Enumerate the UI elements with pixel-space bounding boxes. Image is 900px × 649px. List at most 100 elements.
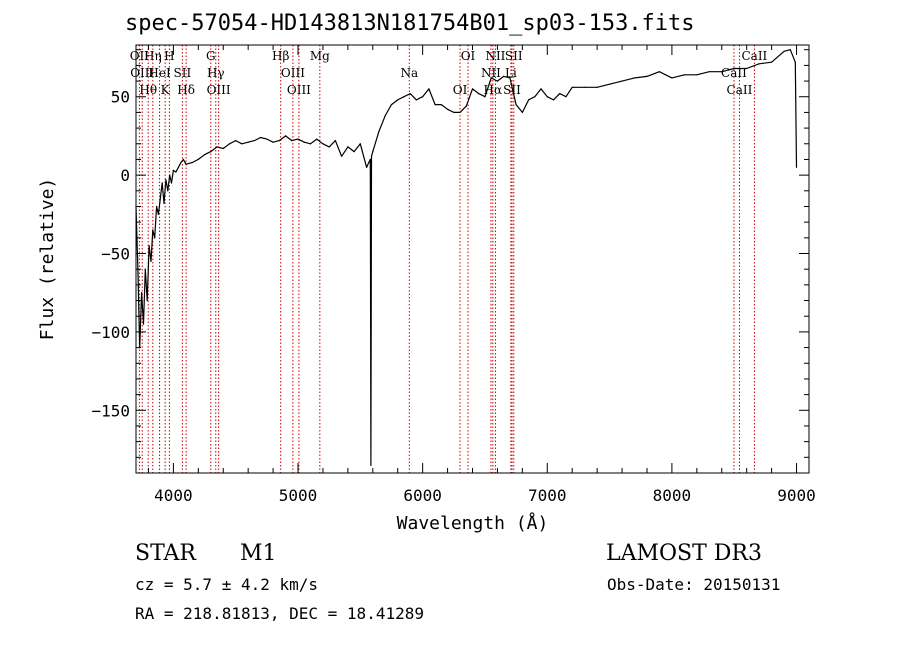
spectrum-point [646, 75, 648, 77]
spectrum-point [370, 464, 372, 466]
x-tick-label: 4000 [154, 486, 193, 505]
y-tick-label: −100 [91, 323, 130, 342]
spectrum-point [235, 140, 237, 142]
spectrum-line [135, 49, 798, 466]
spectrum-series [135, 49, 798, 466]
line-marker-label: Hβ [272, 49, 289, 63]
spectrum-point [347, 146, 349, 148]
spectrum-point [633, 77, 636, 79]
x-tick-label: 9000 [777, 486, 816, 505]
spectrum-point [559, 93, 561, 95]
spectrum-point [465, 105, 467, 107]
spectrum-point [278, 140, 280, 142]
spectrum-point [210, 151, 212, 153]
spectrum-point [552, 99, 555, 101]
spectrum-point [152, 229, 154, 231]
spectrum-point [170, 182, 173, 184]
spectrum-point [746, 67, 748, 70]
line-marker-label: CaII [721, 66, 747, 80]
line-marker-label: OIII [207, 83, 231, 97]
line-marker-label: SII [503, 83, 521, 97]
spectrum-point [428, 88, 430, 90]
spectrum-point [696, 74, 698, 76]
spectrum-point [157, 213, 159, 215]
line-marker-label: Hθ [139, 83, 157, 97]
line-markers [138, 45, 755, 473]
spectrum-point [334, 140, 336, 142]
line-marker-label: OIII [130, 66, 154, 80]
y-tick-label: −50 [101, 245, 130, 264]
spectrum-point [528, 99, 530, 101]
spectrum-point [309, 143, 312, 145]
spectrum-point [453, 111, 455, 113]
spectrum-point [177, 166, 179, 168]
spectrum-point [142, 323, 145, 325]
spectrum-point [571, 86, 573, 88]
line-marker-label: Hγ [207, 66, 225, 80]
spectrum-point [534, 96, 536, 98]
spectrum-point [584, 86, 586, 88]
spectrum-point [297, 138, 299, 140]
spectrum-point [197, 158, 199, 160]
spectrum-point [447, 108, 449, 110]
line-marker-label: Hη [144, 49, 162, 63]
spectrum-point [253, 140, 255, 142]
subclass: M1 [240, 541, 277, 566]
spectrum-point [733, 67, 735, 70]
axes: 4000 5000 6000 7000 8000 9000 −150 −100 −50 0 50 Wa… [37, 44, 816, 534]
line-marker-label: OI [461, 49, 476, 63]
spectrum-point [515, 104, 517, 106]
line-marker-label: SII [505, 49, 523, 63]
line-marker-label: HeI [148, 66, 171, 80]
spectrum-point [141, 292, 143, 294]
spectrum-point [303, 141, 305, 143]
spectrum-point [266, 138, 268, 140]
spectrum-point [415, 99, 417, 101]
spectrum-point [596, 86, 598, 88]
line-marker-label: Hα [484, 83, 503, 97]
survey-label: LAMOST DR3 [606, 541, 762, 566]
spectrum-point [291, 140, 293, 142]
spectrum-point [496, 80, 498, 82]
spectrum-point [789, 49, 791, 51]
spectrum-point [222, 147, 224, 150]
x-tick-label: 8000 [653, 486, 692, 505]
spectrum-point [540, 88, 542, 90]
spectrum-point [509, 77, 511, 79]
spectrum-point [771, 61, 773, 63]
line-marker-label: NII [481, 66, 501, 80]
object-class: STAR [135, 541, 196, 566]
spectrum-point [565, 96, 567, 98]
spectrum-point [390, 104, 393, 106]
spectrum-point [167, 190, 169, 192]
spectrum-point [490, 77, 492, 79]
line-marker-label: OIII [287, 83, 311, 97]
line-marker-label: G [206, 49, 216, 63]
spectrum-point [144, 268, 146, 270]
spectrum-point [150, 260, 152, 262]
spectrum-point [795, 166, 798, 168]
spectrum-point [156, 205, 158, 208]
spectrum-point [185, 163, 187, 165]
plot-frame [135, 44, 810, 474]
spectrum-point [783, 50, 785, 52]
spectrum-point [285, 135, 287, 137]
line-marker-label: OIII [281, 66, 305, 80]
spectrum-point [272, 141, 274, 143]
line-marker-label: K [161, 83, 171, 97]
spectrum-point [708, 71, 710, 73]
spectrum-point [247, 141, 249, 143]
x-tick-label: 5000 [279, 486, 318, 505]
line-marker-label: OI [453, 83, 468, 97]
line-marker-label: NII [485, 49, 505, 63]
y-axis-label: Flux (relative) [37, 178, 58, 341]
spectrum-point [175, 171, 177, 173]
spectrum-point [370, 155, 373, 157]
spectrum-point [163, 202, 165, 204]
spectrum-point [484, 96, 486, 98]
spectrum-point [683, 74, 686, 76]
spectrum-point [353, 151, 355, 153]
spectrum-point [403, 96, 405, 98]
spectrum-point [384, 114, 386, 117]
